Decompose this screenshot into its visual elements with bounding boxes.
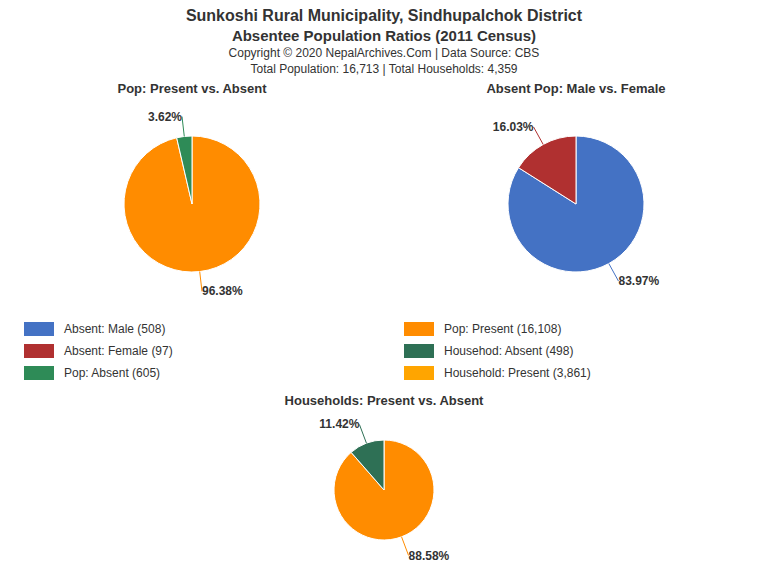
html-text:Sunkoshi Rural Municipality, S: Sunkoshi Rural Municipality, Sindhupalch… xyxy=(185,7,583,24)
html-text:Absent: Male (508): Absent: Male (508) xyxy=(64,322,166,336)
html-text:Pop: Present vs. Absent: Pop: Present vs. Absent xyxy=(117,81,267,96)
html-text:Absentee Population Ratios (20: Absentee Population Ratios (2011 Census) xyxy=(231,27,537,44)
html-text:Absent: Female (97): Absent: Female (97) xyxy=(64,344,173,358)
html-text:Household: Present (3,861): Household: Present (3,861) xyxy=(444,366,591,380)
svg-text:16.03%: 16.03% xyxy=(493,120,534,134)
html-text:Pop: Absent (605): Pop: Absent (605) xyxy=(64,366,161,380)
html-text:Copyright © 2020 NepalArchives: Copyright © 2020 NepalArchives.Com | Dat… xyxy=(228,46,540,60)
svg-text:83.97%: 83.97% xyxy=(618,274,659,288)
svg-text:11.42%: 11.42% xyxy=(319,417,359,431)
html-text:Households: Present vs. Absent: Households: Present vs. Absent xyxy=(284,393,484,408)
html-text:Absent Pop: Male vs. Female: Absent Pop: Male vs. Female xyxy=(486,81,666,96)
html-text:Househod: Absent (498): Househod: Absent (498) xyxy=(444,344,574,358)
svg-text:88.58%: 88.58% xyxy=(409,549,450,563)
html-text:Total Population: 16,713 | Tot: Total Population: 16,713 | Total Househo… xyxy=(250,62,518,76)
svg-text:96.38%: 96.38% xyxy=(202,284,243,298)
html-text:Pop: Present (16,108): Pop: Present (16,108) xyxy=(444,322,562,336)
svg-text:3.62%: 3.62% xyxy=(148,110,182,124)
